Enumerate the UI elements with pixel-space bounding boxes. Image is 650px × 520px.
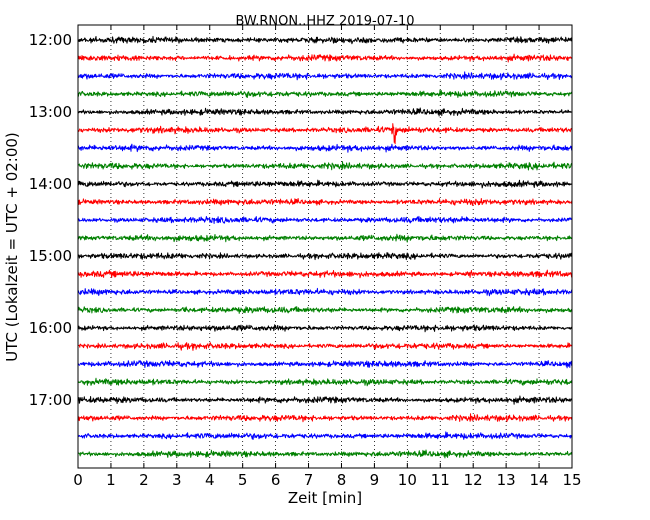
x-tick-label: 13: [497, 471, 516, 489]
trace-line-1630: [77, 360, 573, 369]
x-tick-label: 3: [172, 471, 182, 489]
trace-line-1345: [77, 161, 573, 171]
trace-line-1445: [77, 233, 573, 243]
trace-line-1230: [77, 71, 573, 81]
x-tick-label: 14: [530, 471, 549, 489]
x-tick-label: 2: [139, 471, 149, 489]
y-tick-label: 15:00: [29, 247, 72, 265]
x-axis-label: Zeit [min]: [288, 489, 362, 507]
x-tick-label: 12: [464, 471, 483, 489]
trace-line-1515: [77, 269, 573, 279]
x-tick-label: 5: [238, 471, 248, 489]
trace-line-1700: [77, 395, 573, 405]
trace-line-1530: [77, 287, 573, 297]
y-tick-label: 13:00: [29, 103, 72, 121]
x-axis-ticks: 0 1 2 3 4 5 6 7 8 9 10 11 12 13 14 15: [73, 25, 582, 489]
trace-line-1400: [77, 179, 573, 189]
plot-frame: [77, 24, 573, 469]
x-tick-label: 4: [205, 471, 215, 489]
trace-line-1200: [77, 35, 573, 45]
x-tick-label: 7: [304, 471, 314, 489]
x-tick-label: 0: [73, 471, 83, 489]
x-tick-label: 1: [106, 471, 116, 489]
trace-line-1730: [77, 431, 573, 440]
x-tick-label: 6: [271, 471, 281, 489]
trace-lines: [77, 35, 573, 459]
trace-line-1300: [77, 107, 573, 117]
chart-title: BW.RNON..HHZ 2019-07-10: [235, 14, 414, 29]
y-tick-label: 16:00: [29, 319, 72, 337]
trace-line-1330: [77, 143, 573, 153]
trace-line-1500: [77, 252, 573, 261]
trace-line-1645: [77, 377, 573, 387]
trace-line-1315: [77, 123, 573, 145]
y-tick-label: 17:00: [29, 391, 72, 409]
trace-line-1600: [77, 324, 573, 333]
x-tick-label: 9: [370, 471, 380, 489]
x-tick-label: 15: [562, 471, 581, 489]
trace-line-1215: [77, 53, 573, 63]
x-tick-label: 8: [337, 471, 347, 489]
x-tick-label: 11: [431, 471, 450, 489]
x-tick-label: 10: [398, 471, 417, 489]
y-axis-label: UTC (Lokalzeit = UTC + 02:00): [3, 132, 21, 362]
trace-line-1430: [77, 215, 573, 224]
trace-line-1745: [77, 449, 573, 459]
trace-line-1715: [77, 413, 573, 423]
trace-line-1545: [77, 306, 573, 314]
y-tick-label: 12:00: [29, 31, 72, 49]
y-tick-label: 14:00: [29, 175, 72, 193]
trace-line-1245: [77, 89, 573, 98]
trace-line-1415: [77, 198, 573, 206]
y-axis-ticks: 12:00 13:00 14:00 15:00 16:00 17:00: [29, 31, 572, 409]
trace-line-1615: [77, 342, 573, 351]
